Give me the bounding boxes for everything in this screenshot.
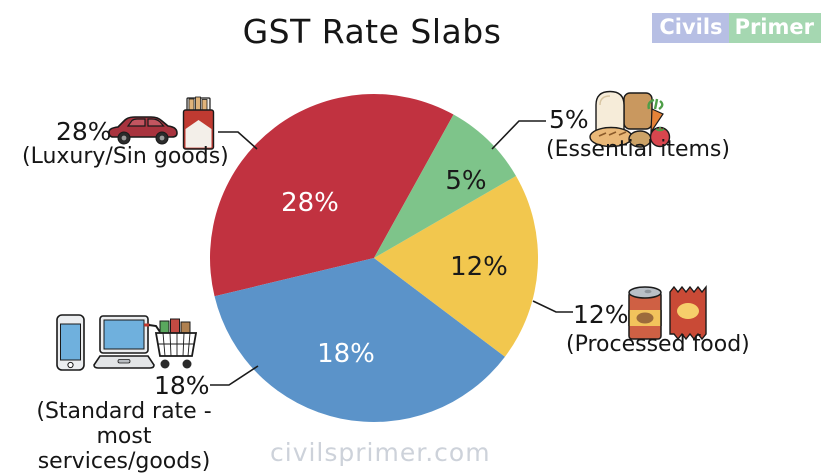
brand-logo-civils: Civils: [652, 13, 729, 43]
brand-logo: Civils Primer: [652, 13, 821, 43]
smartphone-icon: [56, 314, 85, 371]
standard-caption-line2: most services/goods): [37, 424, 211, 474]
callout-line-standard: [210, 365, 259, 386]
carrot-icon: [647, 98, 664, 135]
brand-logo-primer: Primer: [728, 13, 821, 43]
pie-pct-label-standard: 18%: [317, 339, 375, 369]
shopping-cart-icon: [144, 318, 198, 369]
pie-slice-luxury: [210, 94, 454, 297]
bread-loaf-icon: [595, 90, 653, 132]
callout-line-processed: [532, 300, 573, 313]
pie-slice-processed: [374, 176, 538, 357]
essential-pct-label: 5%: [549, 105, 589, 134]
watermark: civilsprimer.com: [270, 438, 491, 467]
car-icon: [108, 116, 178, 145]
pie-pct-label-processed: 12%: [450, 252, 508, 282]
processed-caption: (Processed food): [566, 332, 750, 357]
canned-food-icon: [628, 286, 662, 340]
processed-food-icons: [628, 285, 707, 341]
processed-pct-label: 12%: [573, 300, 629, 329]
standard-goods-icons: [56, 314, 198, 371]
tomato-icon: [649, 126, 671, 148]
pie-slice-essential: [374, 114, 517, 258]
pie-slice-standard: [214, 258, 505, 423]
essential-food-icons: [589, 90, 671, 148]
luxury-pct-label: 28%: [56, 117, 112, 146]
cigarette-pack-icon: [182, 96, 215, 150]
pie-pct-label-essential: 5%: [445, 166, 486, 196]
pie-pct-label-luxury: 28%: [281, 188, 339, 218]
laptop-icon: [93, 315, 155, 369]
snack-packet-icon: [669, 285, 707, 341]
essential-caption: (Essential items): [546, 137, 730, 162]
standard-caption-line1: (Standard rate -: [36, 399, 212, 424]
callout-line-luxury: [218, 131, 258, 150]
luxury-caption: (Luxury/Sin goods): [22, 144, 229, 169]
standard-pct-label: 18%: [154, 371, 210, 400]
standard-caption: (Standard rate - most services/goods): [16, 399, 232, 474]
callout-line-essential: [491, 120, 546, 150]
page-title: GST Rate Slabs: [242, 12, 502, 51]
